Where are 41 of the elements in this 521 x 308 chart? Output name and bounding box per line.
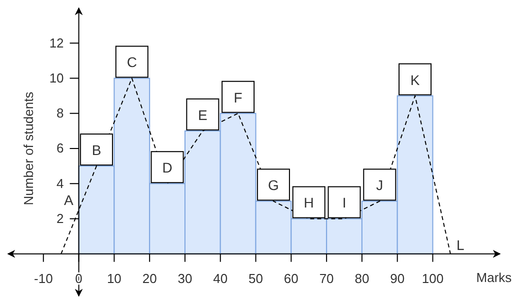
x-tick-label: 60 [284,271,298,286]
y-tick-label: 8 [56,106,64,121]
label-box: B [80,134,113,166]
annotation: D [162,160,172,176]
y-axis-title: Number of students [21,91,36,206]
label-box: E [186,98,220,130]
annotation: I [342,194,346,211]
y-tick-label: 10 [49,70,64,86]
y-tick-label: 2 [56,210,64,226]
x-tick-label: -10 [34,271,53,286]
annotation: K [410,72,420,88]
y-tick-label: 6 [56,140,64,156]
annotation: G [268,177,279,194]
x-tick-label: 30 [178,271,192,286]
x-tick-label: 40 [213,271,228,286]
annotation: C [126,54,137,70]
x-tick-label: 100 [422,271,444,286]
x-tick-label: 10 [106,271,122,286]
x-tick-label: 70 [319,271,334,286]
annotation: J [376,177,384,194]
x-axis-title: Marks [476,270,512,285]
label-box: K [398,63,432,96]
annotation: A [64,192,74,208]
y-tick-label: 12 [49,35,64,50]
label-box: F [222,80,255,113]
annotation: L [456,236,464,253]
annotation: E [198,106,208,123]
label-box: C [115,46,148,78]
label-box: G [256,168,290,201]
x-tick-label: 50 [248,271,264,286]
x-tick-label: 90 [390,271,405,286]
annotation: F [234,89,242,106]
label-box: J [363,168,396,201]
label-box: I [328,186,361,218]
label-box: D [150,151,184,184]
annotation: B [92,142,102,158]
label-box: H [292,186,326,218]
annotation: H [304,194,314,211]
x-tick-label: 80 [354,271,370,286]
x-tick-label: 20 [142,271,157,286]
y-tick-label: 4 [56,176,64,191]
